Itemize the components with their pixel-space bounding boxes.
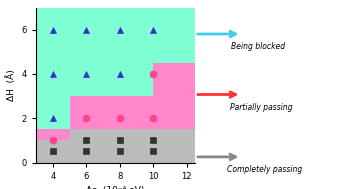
Polygon shape	[36, 63, 195, 140]
Y-axis label: ΔH  (Å): ΔH (Å)	[6, 69, 16, 101]
Text: Completely passing: Completely passing	[227, 165, 302, 174]
Polygon shape	[36, 129, 195, 163]
Text: Partially passing: Partially passing	[230, 103, 293, 112]
X-axis label: Δε  (10⁻⁴ eV): Δε (10⁻⁴ eV)	[86, 186, 145, 189]
Text: Being blocked: Being blocked	[231, 42, 285, 51]
